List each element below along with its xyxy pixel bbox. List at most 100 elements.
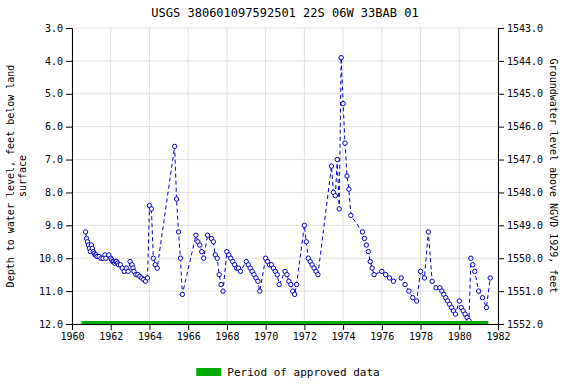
tick-mark [66,28,72,29]
tick: 1960 [60,324,84,342]
point [337,207,341,211]
tick-label: 4.0 [45,56,63,67]
point [383,272,387,276]
point [198,243,202,247]
tick-mark [66,324,72,325]
point [488,276,492,280]
tick: 1548.0 [498,187,543,198]
grid-line [343,28,344,324]
tick: 12.0 [39,319,72,330]
tick-label: 1545.0 [507,88,543,99]
tick-label: 1549.0 [507,220,543,231]
point [391,279,395,283]
tick: 1972 [293,324,317,342]
point [83,230,87,234]
tick-label: 10.0 [39,253,63,264]
point [205,233,209,237]
tick-mark [459,324,460,330]
period-band [82,321,489,324]
axis: 1960196219641966196819701972197419761978… [60,324,510,342]
grid-line [226,28,227,324]
point [333,194,337,198]
legend-label: Period of approved data [227,366,379,379]
point [285,272,289,276]
tick-mark [66,225,72,226]
axis: 1552.01551.01550.01549.01548.01547.01546… [498,23,543,330]
tick: 1962 [99,324,123,342]
point [380,269,384,273]
point [414,299,418,303]
tick: 1964 [138,324,162,342]
point [238,269,242,273]
tick-label: 1970 [254,331,278,342]
point [329,164,333,168]
point [289,282,293,286]
point [151,256,155,260]
tick-label: 1544.0 [507,56,543,67]
tick-mark [498,94,504,95]
point [418,269,422,273]
point [403,282,407,286]
axis-line [73,325,499,331]
grid-line [72,225,498,226]
tick-label: 1972 [293,331,317,342]
tick: 1544.0 [498,56,543,67]
tick-mark [498,61,504,62]
tick-mark [382,324,383,330]
tick-mark [66,94,72,95]
tick-mark [498,28,504,29]
axis: 3.04.05.06.07.08.09.010.011.012.0 [39,23,73,330]
tick: 6.0 [45,121,72,132]
point [339,55,343,59]
point [149,207,153,211]
tick: 1552.0 [498,319,543,330]
tick-mark [498,258,504,259]
line [86,58,491,321]
tick-mark [227,324,228,330]
tick: 3.0 [45,23,72,34]
point [476,289,480,293]
tick-mark [304,324,305,330]
tick: 1545.0 [498,88,543,99]
point [178,256,182,260]
tick: 11.0 [39,286,72,297]
grid-line [381,28,382,324]
grid-line [72,159,498,160]
tick: 4.0 [45,56,72,67]
point [155,266,159,270]
tick-mark [421,324,422,330]
point [201,256,205,260]
point [200,249,204,253]
point [211,240,215,244]
chart: 1960196219641966196819701972197419761978… [0,0,576,384]
axis-line [499,29,505,325]
tick: 1974 [332,324,356,342]
point [360,230,364,234]
tick-label: 8.0 [45,187,63,198]
point [256,279,260,283]
point [387,276,391,280]
point [341,101,345,105]
point [302,223,306,227]
tick-label: 1960 [60,331,84,342]
tick-label: 12.0 [39,319,63,330]
tick-mark [111,324,112,330]
point [349,213,353,217]
point [399,276,403,280]
point [275,272,279,276]
legend-swatch [196,368,221,376]
point [457,299,461,303]
legend-item: Period of approved data [196,366,379,379]
tick-label: 1964 [138,331,162,342]
grid-line [72,28,498,29]
grid-line [188,28,189,324]
tick-mark [66,291,72,292]
tick-mark [66,127,72,128]
tick: 1546.0 [498,121,543,132]
point [453,312,457,316]
tick-label: 1548.0 [507,187,543,198]
tick: 7.0 [45,154,72,165]
tick: 1966 [177,324,201,342]
tick-label: 6.0 [45,121,63,132]
point [258,289,262,293]
